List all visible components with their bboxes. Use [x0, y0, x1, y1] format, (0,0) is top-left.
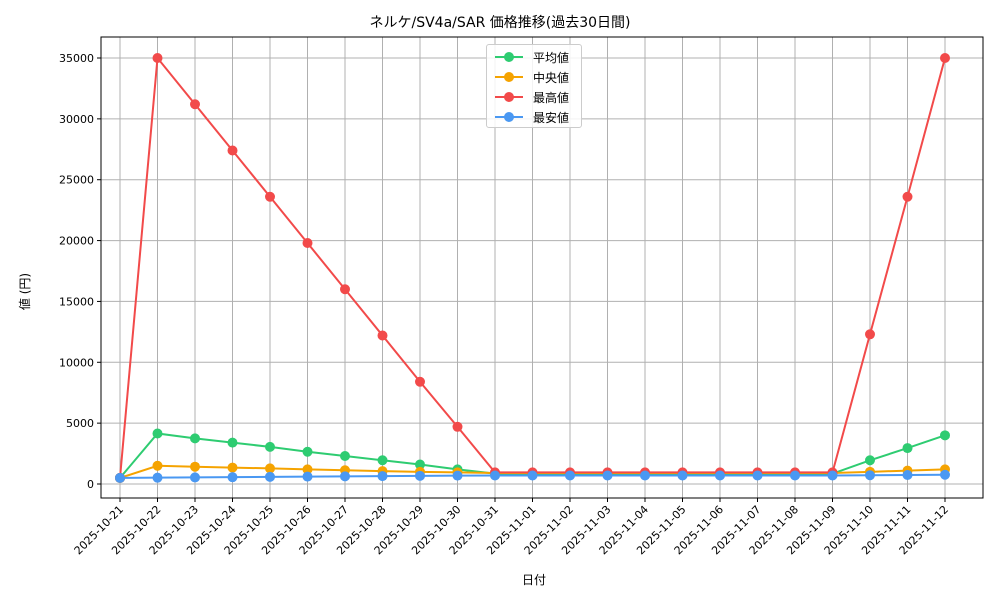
- data-point: [865, 329, 875, 340]
- data-point: [340, 471, 350, 482]
- legend-label: 最安値: [533, 111, 570, 125]
- data-point: [940, 430, 950, 441]
- axes-frame: [100, 36, 984, 499]
- legend-item-median: 中央値: [487, 67, 581, 87]
- legend-marker-icon: [504, 52, 514, 62]
- x-axis-label: 日付: [521, 573, 546, 587]
- legend-marker-icon: [504, 112, 514, 122]
- data-point: [940, 469, 950, 480]
- legend-item-mean: 平均値: [487, 47, 581, 67]
- series-lines: [115, 53, 950, 483]
- data-point: [152, 460, 163, 471]
- y-tick-label: 25000: [59, 174, 94, 187]
- y-tick-label: 0: [87, 478, 94, 491]
- y-axis-label: 値 (円): [18, 272, 33, 311]
- data-point: [940, 53, 950, 63]
- legend: 平均値 中央値 最高値 最安値: [486, 44, 582, 128]
- data-point: [265, 191, 275, 202]
- y-tick-label: 20000: [59, 235, 94, 248]
- y-tick-label: 15000: [59, 295, 94, 308]
- data-point: [377, 330, 388, 341]
- data-point: [302, 238, 313, 249]
- data-point: [602, 470, 613, 481]
- data-point: [265, 471, 275, 482]
- data-point: [415, 459, 425, 470]
- legend-item-max: 最高値: [487, 87, 581, 107]
- data-point: [190, 472, 200, 483]
- chart-title: ネルケ/SV4a/SAR 価格推移(過去30日間): [369, 15, 631, 31]
- y-tick-label: 30000: [59, 113, 94, 126]
- data-point: [190, 99, 200, 110]
- data-point: [902, 443, 913, 454]
- y-tick-label: 10000: [59, 356, 94, 369]
- data-point: [227, 462, 238, 473]
- data-point: [752, 470, 763, 481]
- data-point: [377, 471, 388, 482]
- data-point: [340, 451, 350, 462]
- data-point: [265, 441, 275, 452]
- data-point: [640, 470, 650, 481]
- data-point: [415, 376, 425, 387]
- legend-label: 最高値: [533, 91, 570, 105]
- data-point: [902, 469, 913, 480]
- data-point: [677, 470, 688, 481]
- data-point: [490, 470, 500, 481]
- legend-marker-icon: [504, 72, 514, 82]
- data-point: [227, 145, 238, 156]
- y-tick-label: 5000: [66, 417, 94, 430]
- legend-item-min: 最安値: [487, 107, 581, 127]
- data-point: [190, 461, 200, 472]
- data-point: [115, 472, 125, 483]
- data-point: [227, 472, 238, 483]
- data-point: [190, 433, 200, 444]
- data-point: [152, 428, 163, 439]
- data-point: [302, 464, 313, 475]
- data-point: [452, 421, 463, 432]
- legend-marker-icon: [504, 92, 514, 102]
- data-point: [152, 53, 163, 63]
- data-point: [452, 470, 463, 481]
- data-point: [565, 470, 575, 481]
- data-point: [415, 470, 425, 481]
- data-point: [865, 455, 875, 466]
- data-point: [377, 455, 388, 466]
- data-point: [152, 472, 163, 483]
- data-point: [902, 191, 913, 202]
- data-point: [715, 470, 725, 481]
- data-point: [227, 437, 238, 448]
- y-tick-label: 35000: [59, 52, 94, 65]
- y-axis-ticks: 0 5000 10000 15000 20000 25000 30000 35000: [59, 52, 101, 491]
- x-axis-ticks: 2025-10-212025-10-222025-10-232025-10-24…: [72, 498, 951, 557]
- data-point: [790, 470, 800, 481]
- data-point: [865, 470, 875, 481]
- data-point: [302, 446, 313, 457]
- data-point: [527, 470, 538, 481]
- series-最安値: [115, 469, 950, 483]
- data-point: [265, 463, 275, 474]
- legend-label: 平均値: [533, 51, 570, 65]
- data-point: [827, 470, 838, 481]
- grid-lines: [101, 37, 983, 498]
- data-point: [302, 471, 313, 482]
- data-point: [340, 284, 350, 295]
- legend-label: 中央値: [533, 71, 570, 85]
